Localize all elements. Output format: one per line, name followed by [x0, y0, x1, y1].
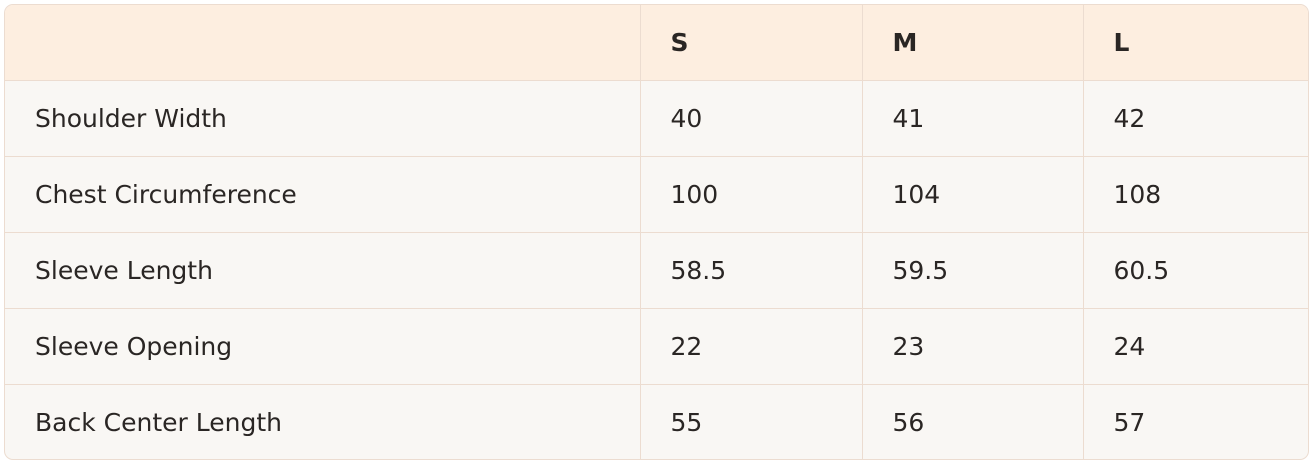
size-value: 56 [861, 384, 1084, 459]
row-label: Shoulder Width [5, 80, 641, 157]
size-value: 42 [1082, 80, 1308, 157]
size-value: 40 [639, 80, 863, 157]
size-value: 108 [1082, 156, 1308, 233]
row-label: Back Center Length [5, 384, 641, 459]
header-cell: S [639, 5, 863, 81]
header-cell: M [861, 5, 1084, 81]
size-value: 57 [1082, 384, 1308, 459]
table-row: Sleeve Length 58.5 59.5 60.5 [5, 232, 1308, 309]
table-row: Shoulder Width 40 41 42 [5, 80, 1308, 157]
row-label: Chest Circumference [5, 156, 641, 233]
size-value: 59.5 [861, 232, 1084, 309]
row-label: Sleeve Opening [5, 308, 641, 385]
size-value: 60.5 [1082, 232, 1308, 309]
size-value: 41 [861, 80, 1084, 157]
table-row: Chest Circumference 100 104 108 [5, 156, 1308, 233]
header-corner [5, 5, 641, 81]
size-value: 55 [639, 384, 863, 459]
size-value: 58.5 [639, 232, 863, 309]
size-value: 104 [861, 156, 1084, 233]
size-value: 24 [1082, 308, 1308, 385]
size-value: 23 [861, 308, 1084, 385]
table-row: Back Center Length 55 56 57 [5, 384, 1308, 459]
row-label: Sleeve Length [5, 232, 641, 309]
table-body: Shoulder Width 40 41 42 Chest Circumference 1… [5, 80, 1308, 459]
table-row: Sleeve Opening 22 23 24 [5, 308, 1308, 385]
size-value: 22 [639, 308, 863, 385]
header-cell: L [1082, 5, 1308, 81]
size-value: 100 [639, 156, 863, 233]
